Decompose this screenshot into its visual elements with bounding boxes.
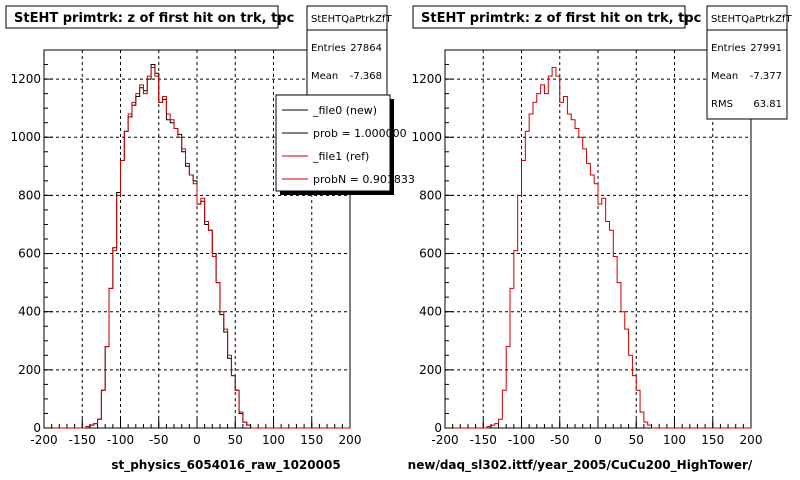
left-x-tick-label: 0 xyxy=(193,433,201,447)
left-x-tick-label: -150 xyxy=(69,433,96,447)
left-y-tick-label: 0 xyxy=(33,421,41,435)
left-axes: -200 -150 -100 -50 0 50 100 150 200 0 200 400 600 800… xyxy=(10,49,362,447)
left-x-tick-label: 200 xyxy=(339,433,362,447)
left-stats-label: Mean xyxy=(311,71,338,82)
left-stats-value: 27864 xyxy=(350,43,382,54)
right-panel: -200 -150 -100 -50 0 50 100 150 200 0 200 400 600 800… xyxy=(408,5,792,473)
right-y-tick-label: 200 xyxy=(419,363,442,377)
right-stats-name: StEHTQaPtrkZfT xyxy=(711,14,792,25)
right-y-tick-label: 600 xyxy=(419,247,442,261)
right-x-tick-label: -150 xyxy=(470,433,497,447)
left-x-tick-label: -100 xyxy=(107,433,134,447)
left-x-axis-label: st_physics_6054016_raw_1020005 xyxy=(111,458,340,473)
right-y-tick-label: 0 xyxy=(434,421,442,435)
left-y-tick-label: 400 xyxy=(18,305,41,319)
left-y-tick-label: 200 xyxy=(18,363,41,377)
right-x-tick-label: -200 xyxy=(431,433,458,447)
left-stats-label: Entries xyxy=(311,43,346,54)
right-y-tick-label: 400 xyxy=(419,305,442,319)
left-stats-name: StEHTQaPtrkZfT xyxy=(311,14,392,25)
left-legend: _file0 (new) prob = 1.000000 _file1 (ref) p… xyxy=(275,94,415,195)
right-stats-value: 27991 xyxy=(750,43,782,54)
right-stats-box: StEHTQaPtrkZfT Entries 27991 Mean -7.377… xyxy=(706,5,792,120)
left-x-tick-label: 100 xyxy=(262,433,285,447)
left-histograms xyxy=(44,64,350,429)
left-histogram-series-1 xyxy=(44,66,350,429)
right-x-axis-label: new/daq_sl302.ittf/year_2005/CuCu200_Hig… xyxy=(408,458,753,473)
right-stats-label: Mean xyxy=(711,71,738,82)
left-y-tick-label: 1200 xyxy=(10,72,41,86)
right-title: StEHT primtrk: z of first hit on trk, tp… xyxy=(421,11,701,26)
left-stats-value: -7.368 xyxy=(350,71,382,82)
right-stats-label: RMS xyxy=(711,99,733,110)
left-y-tick-label: 1000 xyxy=(10,130,41,144)
left-x-tick-label: -50 xyxy=(149,433,169,447)
left-legend-label: _file0 (new) xyxy=(312,104,377,117)
left-title-box xyxy=(5,5,279,29)
right-x-tick-label: -50 xyxy=(550,433,570,447)
right-axes: -200 -150 -100 -50 0 50 100 150 200 0 200 400 600 800… xyxy=(411,49,763,447)
right-stats-label: Entries xyxy=(711,43,746,54)
right-title-box xyxy=(412,5,686,29)
right-x-tick-label: 200 xyxy=(740,433,763,447)
right-x-tick-label: 0 xyxy=(594,433,602,447)
right-y-tick-label: 800 xyxy=(419,188,442,202)
left-x-tick-label: 50 xyxy=(228,433,243,447)
right-x-tick-label: 150 xyxy=(701,433,724,447)
left-legend-label: probN = 0.901833 xyxy=(313,173,415,186)
right-stats-value: -7.377 xyxy=(750,71,782,82)
right-stats-value: 63.81 xyxy=(753,99,782,110)
right-y-tick-label: 1000 xyxy=(411,130,442,144)
left-legend-label: prob = 1.000000 xyxy=(313,127,407,140)
left-y-tick-label: 800 xyxy=(18,188,41,202)
left-x-tick-label: 150 xyxy=(300,433,323,447)
right-x-tick-label: 50 xyxy=(629,433,644,447)
left-x-tick-label: -200 xyxy=(30,433,57,447)
right-x-tick-label: -100 xyxy=(508,433,535,447)
left-title: StEHT primtrk: z of first hit on trk, tp… xyxy=(14,11,294,26)
left-panel: -200 -150 -100 -50 0 50 100 150 200 0 200 400 600 800… xyxy=(5,5,415,473)
left-legend-label: _file1 (ref) xyxy=(312,150,369,163)
left-y-tick-label: 600 xyxy=(18,247,41,261)
right-x-tick-label: 100 xyxy=(663,433,686,447)
right-histograms xyxy=(445,66,751,429)
right-histogram-series-0 xyxy=(445,66,751,429)
right-y-tick-label: 1200 xyxy=(411,72,442,86)
